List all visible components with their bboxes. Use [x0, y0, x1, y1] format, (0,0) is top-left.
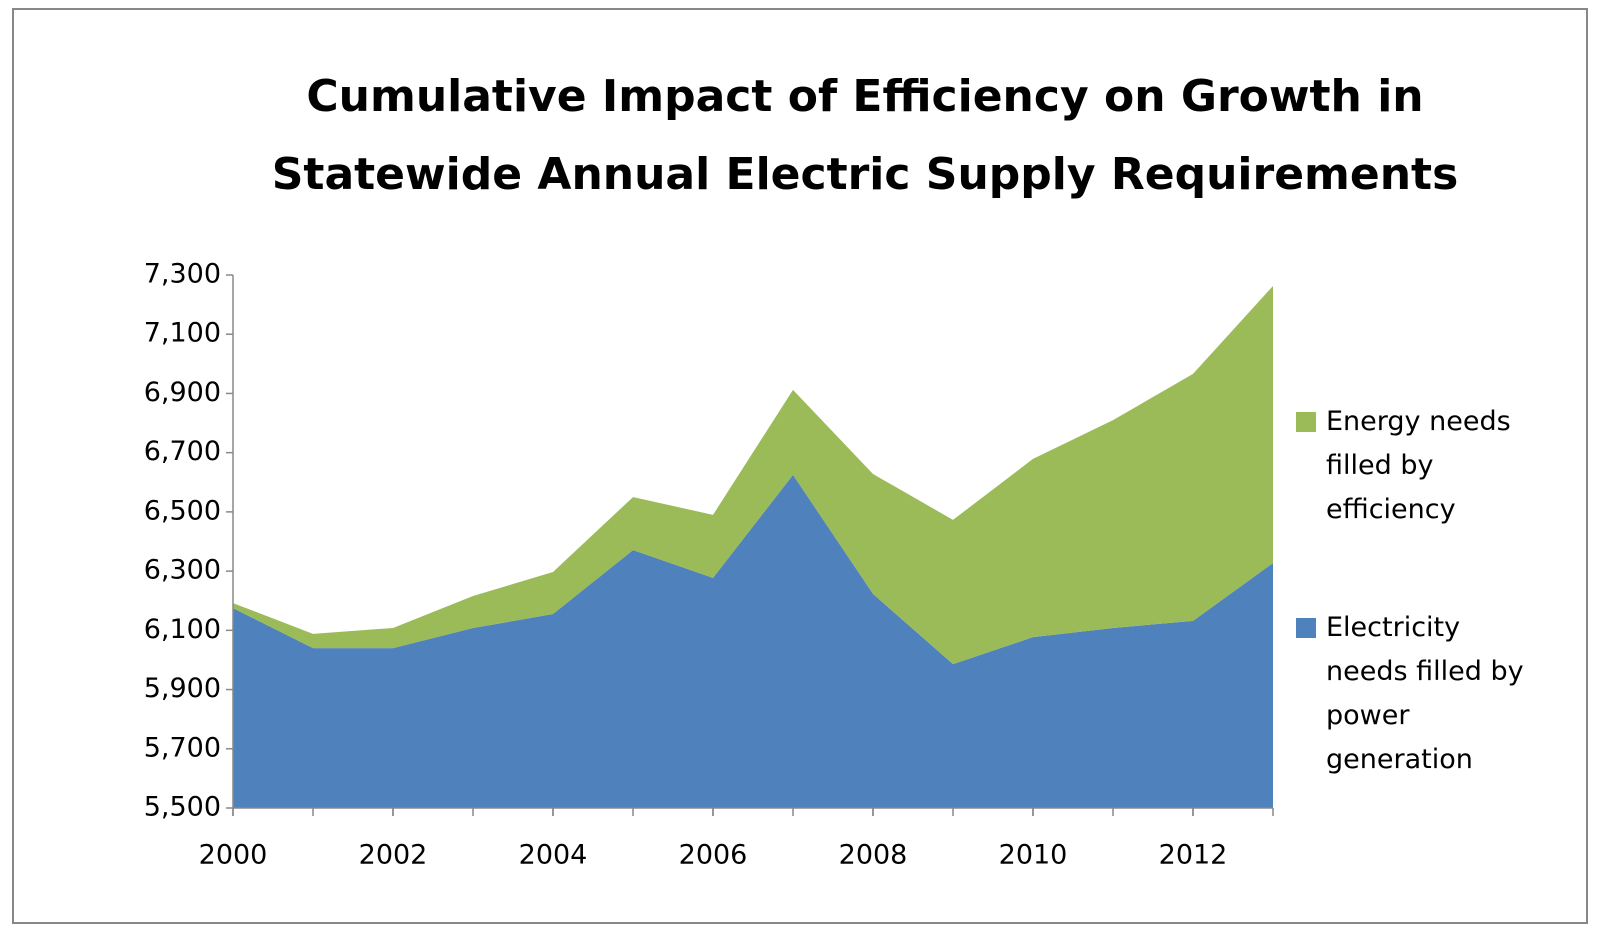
y-tick-label: 6,500	[144, 495, 221, 526]
y-tick-label: 6,100	[144, 614, 221, 645]
legend-item: Energy needs filled by efficiency	[1296, 400, 1526, 532]
area	[233, 285, 1273, 665]
chart-frame	[12, 8, 1588, 924]
y-tick-label: 5,900	[144, 673, 221, 704]
y-tick-label: 6,300	[144, 555, 221, 586]
legend-swatch	[1296, 618, 1316, 638]
legend-item: Electricity needs filled by power genera…	[1296, 606, 1526, 782]
y-tick-label: 6,700	[144, 436, 221, 467]
legend-swatch	[1296, 412, 1316, 432]
y-tick-label: 5,500	[144, 792, 221, 823]
x-tick-label: 2002	[359, 840, 428, 871]
legend-label: Electricity needs filled by power genera…	[1326, 612, 1524, 775]
x-tick-label: 2006	[679, 840, 748, 871]
x-tick-label: 2000	[199, 840, 268, 871]
y-tick-label: 6,900	[144, 377, 221, 408]
x-tick-label: 2008	[839, 840, 908, 871]
x-tick-label: 2004	[519, 840, 588, 871]
y-tick-label: 7,100	[144, 318, 221, 349]
area	[233, 474, 1273, 808]
chart-title: Cumulative Impact of Efficiency on Growt…	[271, 71, 1459, 200]
y-tick-label: 5,700	[144, 732, 221, 763]
legend-label: Energy needs filled by efficiency	[1326, 406, 1511, 525]
x-tick-label: 2012	[1159, 840, 1228, 871]
x-tick-label: 2010	[999, 840, 1068, 871]
y-tick-label: 7,300	[144, 259, 221, 290]
